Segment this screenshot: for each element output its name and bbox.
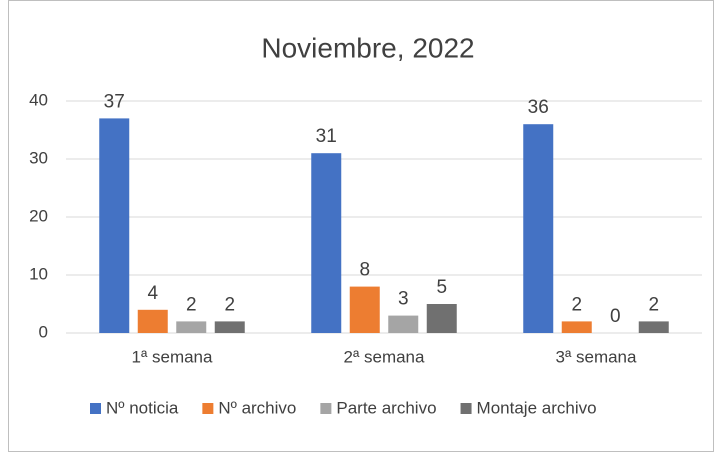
bar bbox=[388, 315, 419, 333]
x-tick-label: 2ª semana bbox=[344, 347, 425, 366]
legend-swatch bbox=[202, 403, 214, 414]
bar bbox=[99, 118, 130, 334]
data-label: 31 bbox=[316, 126, 337, 147]
data-label: 0 bbox=[610, 306, 621, 327]
data-label: 3 bbox=[398, 289, 409, 310]
legend-label: Nº archivo bbox=[218, 398, 296, 417]
bar bbox=[214, 321, 245, 333]
y-tick-label: 0 bbox=[39, 322, 48, 341]
y-tick-label: 20 bbox=[29, 206, 48, 225]
data-label: 2 bbox=[186, 294, 197, 315]
legend-swatch bbox=[90, 403, 101, 414]
y-tick-label: 30 bbox=[29, 148, 48, 167]
x-tick-label: 1ª semana bbox=[132, 347, 213, 366]
bar bbox=[349, 286, 380, 333]
chart-title: Noviembre, 2022 bbox=[261, 32, 474, 63]
bar bbox=[176, 321, 207, 333]
legend-swatch bbox=[320, 403, 332, 414]
legend-swatch bbox=[460, 403, 472, 414]
data-label: 37 bbox=[104, 91, 125, 112]
bar bbox=[137, 309, 168, 333]
data-label: 2 bbox=[648, 294, 659, 315]
legend-label: Parte archivo bbox=[336, 398, 436, 417]
y-tick-label: 10 bbox=[29, 264, 48, 283]
x-tick-label: 3ª semana bbox=[556, 347, 637, 366]
bar bbox=[426, 304, 457, 333]
data-label: 2 bbox=[571, 294, 582, 315]
legend-label: Nº noticia bbox=[106, 398, 179, 417]
data-label: 4 bbox=[147, 283, 158, 304]
y-tick-label: 40 bbox=[29, 90, 48, 109]
bar bbox=[523, 124, 554, 333]
bar bbox=[561, 321, 592, 333]
data-label: 36 bbox=[528, 97, 549, 118]
data-label: 5 bbox=[436, 277, 447, 298]
bar bbox=[638, 321, 669, 333]
bar bbox=[311, 153, 342, 333]
data-label: 2 bbox=[224, 294, 235, 315]
data-label: 8 bbox=[359, 260, 370, 281]
legend-label: Montaje archivo bbox=[477, 398, 597, 417]
